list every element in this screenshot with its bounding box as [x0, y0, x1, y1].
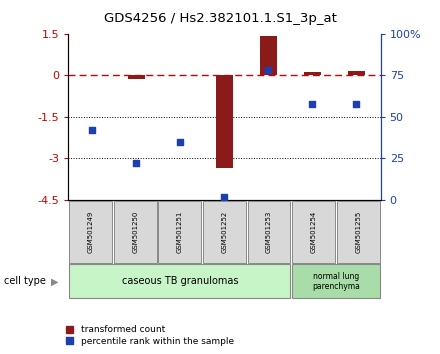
- Point: [89, 127, 96, 133]
- Point: [221, 194, 228, 200]
- Text: GSM501255: GSM501255: [355, 211, 361, 253]
- Text: ▶: ▶: [51, 276, 59, 286]
- Point: [177, 139, 184, 144]
- Text: caseous TB granulomas: caseous TB granulomas: [121, 276, 238, 286]
- Bar: [216, 75, 233, 168]
- Text: GSM501253: GSM501253: [266, 211, 272, 253]
- Point: [309, 101, 316, 106]
- Point: [265, 67, 272, 73]
- Text: GSM501251: GSM501251: [177, 211, 183, 253]
- Text: cell type: cell type: [4, 276, 46, 286]
- Bar: [304, 73, 321, 75]
- Text: GSM501249: GSM501249: [88, 211, 94, 253]
- Text: GSM501252: GSM501252: [221, 211, 227, 253]
- Text: GDS4256 / Hs2.382101.1.S1_3p_at: GDS4256 / Hs2.382101.1.S1_3p_at: [103, 12, 337, 25]
- Bar: [128, 75, 145, 79]
- Bar: [348, 71, 365, 75]
- Point: [353, 101, 360, 106]
- Point: [133, 161, 140, 166]
- Legend: transformed count, percentile rank within the sample: transformed count, percentile rank withi…: [66, 325, 234, 346]
- Text: GSM501254: GSM501254: [311, 211, 317, 253]
- Bar: [260, 36, 277, 75]
- Text: normal lung
parenchyma: normal lung parenchyma: [312, 272, 360, 291]
- Text: GSM501250: GSM501250: [132, 211, 138, 253]
